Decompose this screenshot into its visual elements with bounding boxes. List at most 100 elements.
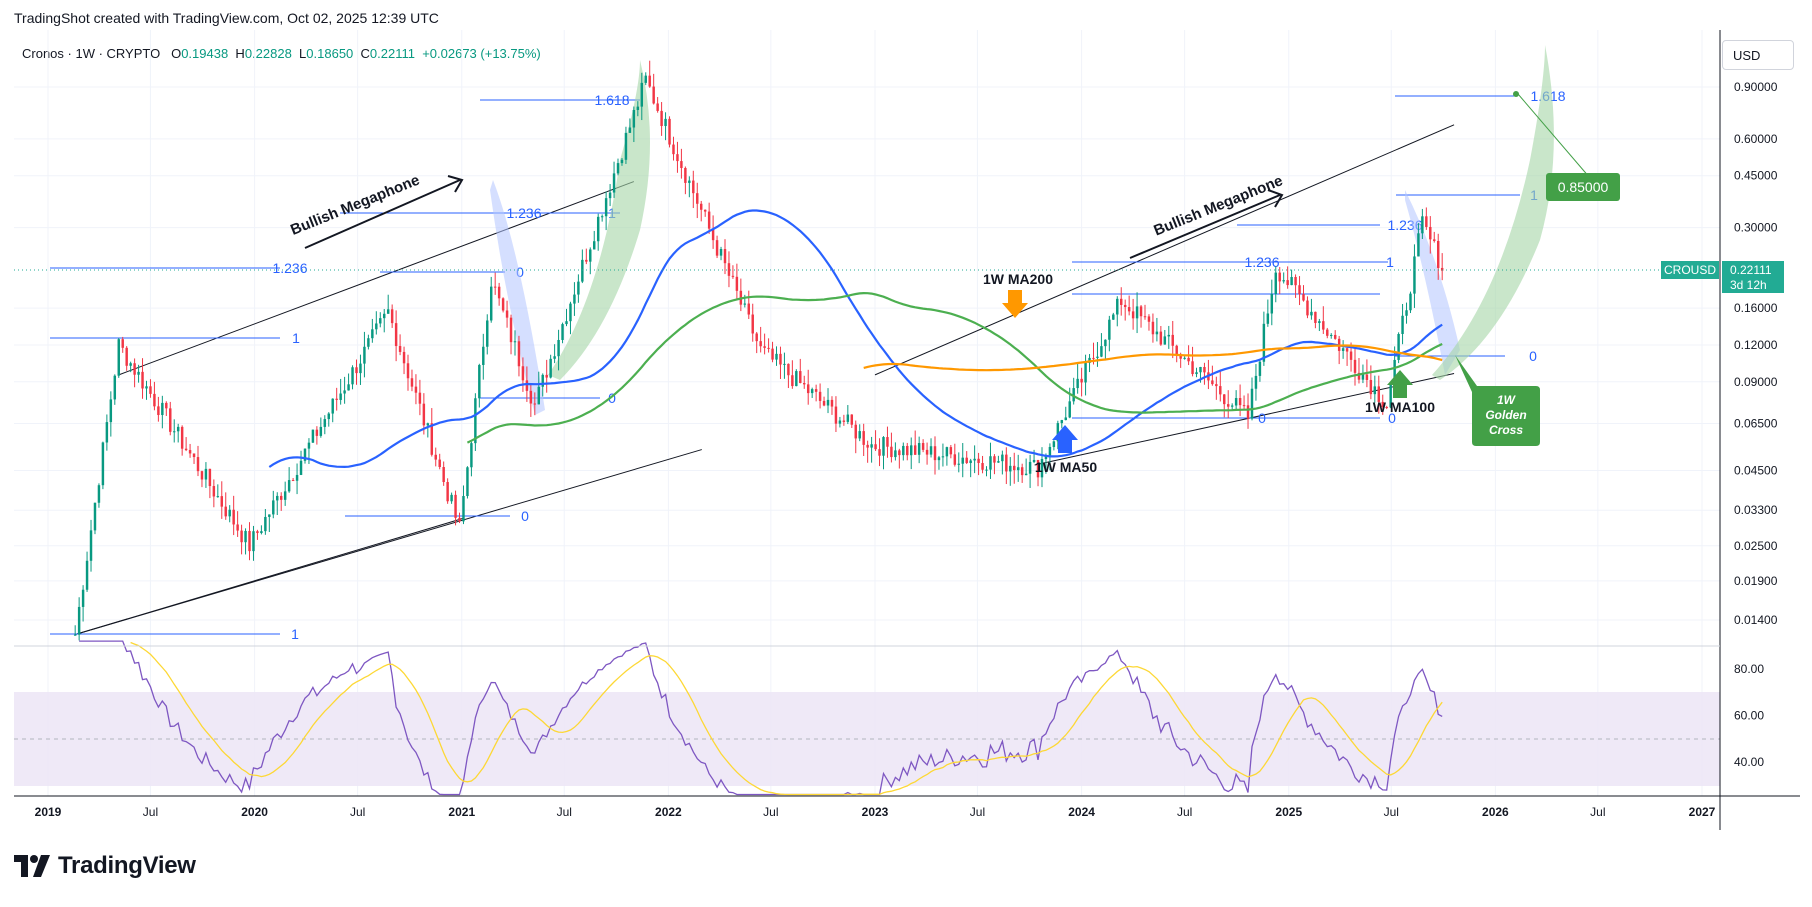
candle-body bbox=[1365, 374, 1369, 380]
candle-body bbox=[1072, 388, 1075, 402]
candle-body bbox=[676, 154, 679, 162]
candle-body bbox=[1179, 355, 1182, 359]
channel-line bbox=[1034, 373, 1455, 466]
candle-body bbox=[311, 429, 315, 443]
price-tick-label: 0.45000 bbox=[1734, 169, 1778, 183]
fib-level-label: 1.236 bbox=[272, 260, 307, 276]
chart-header: TradingShot created with TradingView.com… bbox=[14, 10, 439, 26]
candle-body bbox=[533, 403, 537, 405]
candle-body bbox=[141, 371, 144, 389]
price-chart[interactable]: 1.6181.236101.23610101.236101.23601.6180… bbox=[0, 0, 1812, 840]
currency-button[interactable]: USD bbox=[1722, 40, 1794, 70]
candle-body bbox=[367, 338, 370, 347]
candlesticks bbox=[73, 60, 1444, 641]
candle-body bbox=[965, 457, 968, 464]
candle-body bbox=[640, 82, 644, 107]
fib-level-label: 1.618 bbox=[594, 92, 629, 108]
brand-logo[interactable]: TradingView bbox=[14, 852, 196, 880]
candle-body bbox=[525, 380, 529, 391]
candle-body bbox=[545, 374, 548, 378]
candle-body bbox=[192, 453, 196, 458]
candle-body bbox=[85, 560, 89, 590]
candle-body bbox=[727, 263, 731, 276]
candle-body bbox=[264, 516, 267, 532]
candle-body bbox=[287, 480, 291, 492]
candle-body bbox=[497, 286, 501, 299]
candle-body bbox=[1397, 333, 1400, 360]
ma50-line bbox=[268, 209, 1443, 469]
bars-pattern-shape bbox=[490, 180, 545, 415]
candle-body bbox=[973, 458, 976, 461]
candle-body bbox=[703, 209, 707, 212]
time-tick-label: Jul bbox=[1590, 805, 1605, 819]
candle-body bbox=[180, 426, 184, 449]
candle-body bbox=[664, 118, 667, 127]
candle-body bbox=[537, 386, 540, 405]
candle-body bbox=[981, 463, 984, 470]
candle-body bbox=[105, 422, 109, 443]
candle-body bbox=[862, 431, 865, 445]
candle-body bbox=[1084, 362, 1087, 383]
candle-body bbox=[573, 294, 576, 304]
candle-body bbox=[383, 313, 386, 319]
legend-high-label: H bbox=[235, 46, 245, 61]
candle-body bbox=[668, 118, 671, 145]
candle-body bbox=[1373, 386, 1377, 395]
candle-body bbox=[509, 317, 513, 343]
legend-low-label: L bbox=[299, 46, 307, 61]
candle-body bbox=[1417, 233, 1420, 257]
candle-body bbox=[414, 386, 418, 393]
candle-body bbox=[97, 485, 101, 503]
candle-body bbox=[1326, 329, 1329, 336]
ma50-label: 1W MA50 bbox=[1035, 459, 1097, 475]
candle-body bbox=[1238, 398, 1242, 406]
candle-body bbox=[1361, 374, 1365, 380]
time-axis[interactable]: 2019 Jul 2020 Jul 2021 Jul 2022 Jul 2023 Jul 2024 J… bbox=[35, 805, 1716, 819]
candle-body bbox=[1135, 306, 1139, 319]
candle-body bbox=[644, 75, 647, 83]
rsi-axis[interactable]: 80.00 60.00 40.00 bbox=[1734, 662, 1764, 769]
candle-body bbox=[747, 303, 750, 315]
candle-body bbox=[1349, 351, 1353, 360]
candle-body bbox=[624, 132, 628, 160]
candle-body bbox=[276, 495, 279, 501]
candle-body bbox=[699, 203, 703, 210]
price-axis[interactable]: 0.90000 0.60000 0.45000 0.30000 0.16000 0.120… bbox=[1734, 80, 1778, 627]
candle-body bbox=[1242, 405, 1246, 407]
legend-close-label: C bbox=[360, 46, 370, 61]
time-tick-label: Jul bbox=[763, 805, 778, 819]
candle-body bbox=[1199, 366, 1202, 373]
candle-body bbox=[577, 281, 580, 295]
candle-body bbox=[1322, 321, 1325, 330]
fibonacci-levels: 1.6181.236101.23610101.236101.23601.6180… bbox=[50, 88, 1566, 642]
target-connector bbox=[1517, 93, 1591, 179]
candle-body bbox=[850, 414, 854, 425]
candle-body bbox=[466, 467, 469, 497]
candle-body bbox=[549, 358, 552, 378]
candle-body bbox=[1425, 216, 1428, 227]
candle-body bbox=[561, 324, 564, 340]
candle-body bbox=[917, 443, 921, 455]
channel-line bbox=[118, 181, 635, 376]
candle-body bbox=[184, 448, 188, 451]
candle-body bbox=[406, 363, 410, 379]
candle-body bbox=[755, 333, 758, 342]
candle-body bbox=[886, 437, 889, 447]
candle-body bbox=[1223, 394, 1226, 405]
candle-body bbox=[1092, 357, 1095, 359]
ma100-label: 1W MA100 bbox=[1365, 399, 1435, 415]
candle-body bbox=[909, 445, 913, 456]
time-tick-label: 2023 bbox=[862, 805, 889, 819]
candle-body bbox=[501, 298, 505, 311]
up-arrow-icon bbox=[1387, 370, 1413, 398]
candle-body bbox=[581, 259, 584, 282]
rsi-lines bbox=[79, 640, 1443, 796]
legend-close-value: 0.22111 bbox=[369, 46, 415, 61]
legend-symbol[interactable]: Cronos · 1W · CRYPTO bbox=[22, 46, 161, 61]
fib-level-label: 0 bbox=[1388, 410, 1396, 426]
candle-body bbox=[949, 447, 953, 455]
candle-body bbox=[628, 127, 632, 133]
candle-body bbox=[565, 321, 568, 325]
candle-body bbox=[1429, 226, 1432, 240]
price-tick-label: 0.16000 bbox=[1734, 301, 1778, 315]
